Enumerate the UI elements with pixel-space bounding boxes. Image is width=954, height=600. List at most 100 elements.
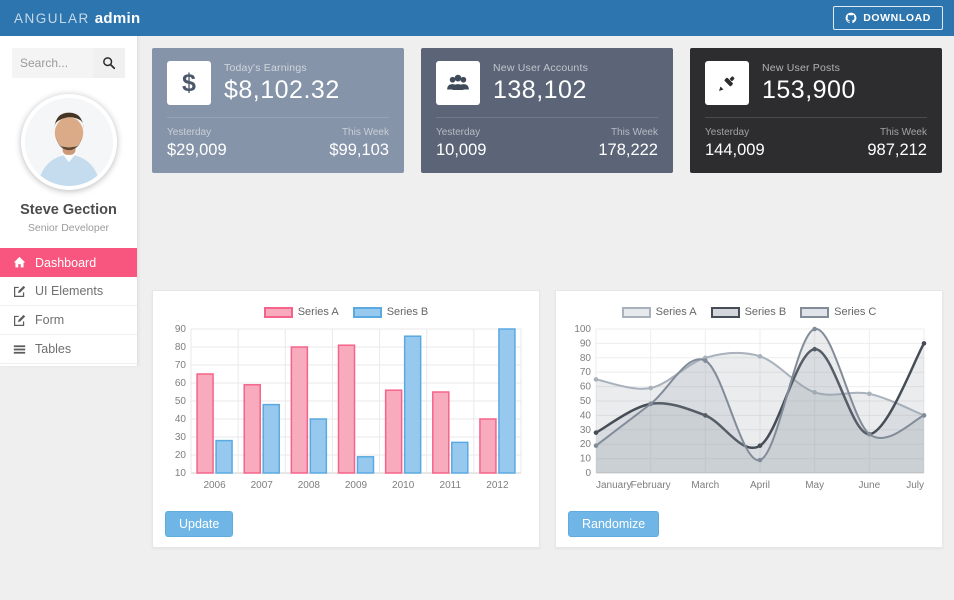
brand-bold: admin (94, 9, 141, 27)
svg-text:2007: 2007 (251, 480, 274, 491)
svg-text:March: March (691, 480, 719, 491)
bar-series-b-2012 (498, 328, 516, 474)
bar-series-a-2011 (432, 391, 450, 474)
bar-series-b-2009 (356, 456, 375, 474)
legend-entry[interactable]: Series C (800, 306, 876, 318)
card-value: $8,102.32 (224, 75, 340, 104)
sidebar-item-ui-elements[interactable]: UI Elements (0, 277, 137, 306)
card-title: Today's Earnings (224, 61, 307, 74)
menu-label: Form (35, 313, 65, 327)
stat-card-posts: New User Posts 153,900 Yesterday 144,009… (690, 48, 942, 173)
top-navbar: ANGULAR admin DOWNLOAD (0, 0, 954, 36)
sidebar-item-dashboard[interactable]: Dashboard (0, 248, 137, 277)
menu-label: Dashboard (35, 255, 97, 270)
legend-entry[interactable]: Series B (352, 306, 429, 318)
search-button[interactable] (93, 48, 125, 78)
update-button[interactable]: Update (165, 511, 234, 537)
stat-cards-row: $ Today's Earnings $8,102.32 Yesterday $… (152, 48, 943, 173)
dollar-icon: $ (167, 61, 211, 105)
pencil-icon (705, 61, 749, 105)
randomize-button[interactable]: Randomize (568, 511, 660, 537)
bar-series-b-2006 (215, 439, 233, 474)
svg-text:July: July (906, 480, 924, 491)
users-icon (436, 61, 480, 105)
week-label: This Week (610, 127, 658, 138)
stat-card-accounts: New User Accounts 138,102 Yesterday 10,0… (421, 48, 673, 173)
sidebar-item-tables[interactable]: Tables (0, 335, 137, 364)
download-icon (845, 12, 857, 24)
yesterday-label: Yesterday (705, 127, 750, 138)
bar-series-b-2008 (309, 418, 328, 474)
legend-swatch (263, 306, 293, 318)
svg-text:February: February (631, 480, 671, 491)
user-role: Senior Developer (27, 222, 110, 234)
week-value: $99,103 (329, 141, 389, 159)
card-title: New User Accounts (493, 61, 589, 74)
week-value: 987,212 (867, 141, 927, 159)
week-label: This Week (341, 127, 389, 138)
legend-swatch (621, 306, 651, 318)
svg-text:80: 80 (175, 342, 187, 353)
legend-entry[interactable]: Series A (621, 306, 697, 318)
svg-text:June: June (858, 480, 880, 491)
brand-light: ANGULAR (14, 10, 90, 26)
legend-swatch (800, 306, 830, 318)
edit-icon (13, 314, 26, 327)
card-title: New User Posts (762, 61, 841, 74)
home-icon (13, 256, 26, 269)
user-name: Steve Gection (20, 202, 117, 218)
sidebar-menu: Dashboard UI Elements Form Tables (0, 248, 137, 364)
svg-text:90: 90 (175, 324, 187, 335)
legend-label: Series B (386, 306, 429, 318)
svg-text:90: 90 (580, 338, 592, 349)
legend-entry[interactable]: Series A (263, 306, 339, 318)
svg-text:10: 10 (580, 454, 592, 465)
legend-entry[interactable]: Series B (710, 306, 786, 318)
svg-text:30: 30 (175, 432, 187, 443)
bar-series-b-2011 (451, 441, 469, 474)
divider (705, 117, 927, 118)
legend-label: Series A (297, 306, 339, 318)
search-input[interactable] (12, 48, 93, 78)
bar-series-b-2010 (403, 335, 422, 474)
avatar (20, 94, 117, 190)
svg-text:30: 30 (580, 425, 592, 436)
bar-series-a-2008 (290, 346, 309, 474)
bar-series-a-2012 (479, 418, 497, 474)
user-profile: Steve Gection Senior Developer (0, 88, 137, 234)
download-label: DOWNLOAD (863, 12, 931, 24)
svg-text:60: 60 (175, 378, 187, 389)
bar-chart-panel: Series A Series B 10 20 30 40 50 60 70 80 90 2006 2… (152, 290, 540, 548)
line-chart: 0 10 20 30 40 50 60 70 80 90 100 January February Mar… (574, 324, 927, 491)
bar-series-b-2007 (262, 403, 280, 474)
search-icon (102, 56, 116, 70)
svg-text:100: 100 (574, 324, 591, 335)
yesterday-value: 10,009 (436, 141, 487, 159)
divider (167, 117, 389, 118)
menu-label: Tables (35, 342, 72, 356)
week-value: 178,222 (598, 141, 658, 159)
sidebar: Steve Gection Senior Developer Dashboard… (0, 36, 138, 366)
svg-text:50: 50 (580, 396, 592, 407)
svg-text:70: 70 (580, 367, 592, 378)
divider (436, 117, 658, 118)
search-bar (0, 36, 137, 88)
svg-text:20: 20 (175, 450, 187, 461)
main-content: $ Today's Earnings $8,102.32 Yesterday $… (138, 36, 954, 600)
yesterday-label: Yesterday (436, 127, 481, 138)
bar-series-a-2009 (337, 344, 356, 474)
svg-text:2009: 2009 (345, 480, 368, 491)
svg-text:May: May (805, 480, 824, 491)
bar-chart: 10 20 30 40 50 60 70 80 90 2006 2007 2008 2009 2010 20… (175, 324, 522, 491)
svg-text:80: 80 (580, 353, 592, 364)
svg-text:2008: 2008 (298, 480, 321, 491)
list-icon (13, 343, 26, 356)
bar-series-a-2010 (384, 389, 403, 474)
download-button[interactable]: DOWNLOAD (833, 6, 943, 30)
svg-text:40: 40 (580, 410, 592, 421)
svg-text:2011: 2011 (440, 480, 462, 491)
charts-row: Series A Series B 10 20 30 40 50 60 70 80 90 2006 2… (152, 290, 943, 548)
bar-series-a-2006 (196, 373, 214, 474)
legend-swatch (352, 306, 382, 318)
sidebar-item-form[interactable]: Form (0, 306, 137, 335)
